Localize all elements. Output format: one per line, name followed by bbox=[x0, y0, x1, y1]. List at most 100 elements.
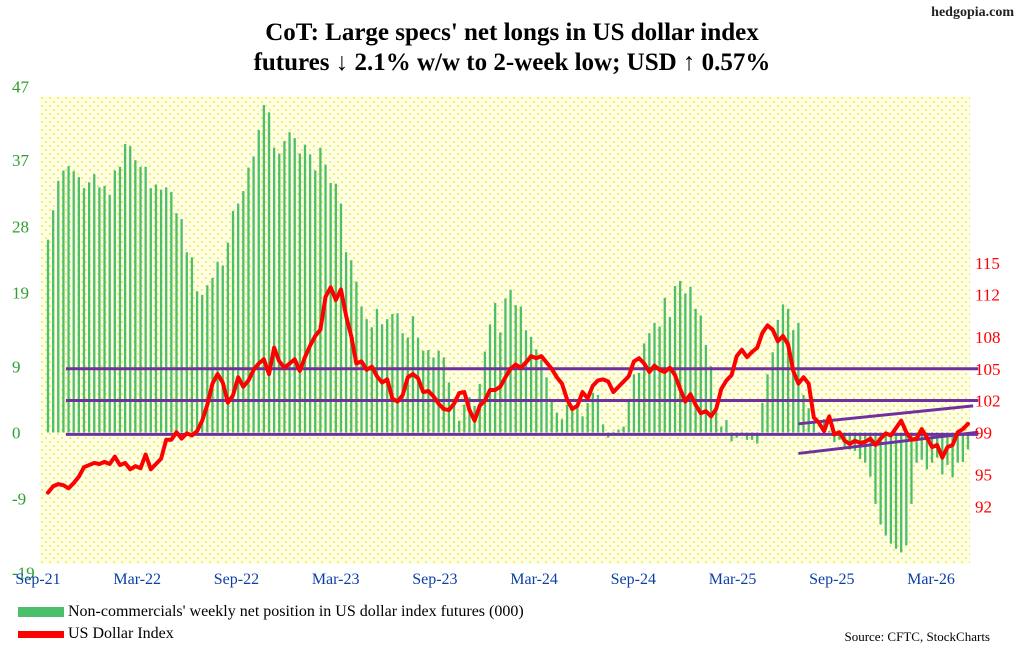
net-position-bar bbox=[458, 420, 461, 433]
net-position-bar bbox=[452, 401, 456, 433]
net-position-bar bbox=[745, 432, 749, 440]
net-position-bar bbox=[267, 112, 271, 433]
net-position-bar bbox=[375, 308, 379, 433]
net-position-bar bbox=[303, 144, 307, 433]
net-position-bar bbox=[920, 432, 923, 460]
net-position-bar bbox=[509, 289, 512, 433]
net-position-bar bbox=[617, 429, 620, 433]
net-position-bar bbox=[206, 285, 209, 433]
net-position-bar bbox=[365, 319, 368, 433]
net-position-bar bbox=[756, 432, 759, 444]
net-position-bar bbox=[344, 252, 348, 433]
right-axis-tick-label: 102 bbox=[975, 392, 1001, 411]
net-position-bar bbox=[555, 412, 558, 433]
net-position-bar bbox=[900, 432, 903, 553]
net-position-bar bbox=[339, 203, 343, 433]
net-position-bar bbox=[113, 170, 116, 433]
net-position-bar bbox=[925, 432, 929, 470]
right-axis-tick-label: 99 bbox=[975, 423, 992, 442]
net-position-bar bbox=[57, 180, 60, 433]
net-position-bar bbox=[586, 403, 589, 433]
net-position-bar bbox=[550, 400, 553, 433]
right-axis-tick-label: 92 bbox=[975, 497, 992, 516]
net-position-bar bbox=[288, 132, 291, 433]
x-axis-tick-label: Mar-25 bbox=[709, 571, 757, 588]
net-position-bar bbox=[87, 182, 91, 433]
left-axis-tick-label: 37 bbox=[12, 151, 30, 170]
net-position-bar bbox=[812, 422, 815, 433]
net-position-bar bbox=[653, 322, 656, 433]
net-position-bar bbox=[966, 432, 970, 450]
line-series bbox=[46, 285, 970, 495]
net-position-bar bbox=[499, 332, 502, 433]
net-position-bar bbox=[221, 265, 224, 433]
net-position-bar bbox=[699, 315, 702, 433]
net-position-bar bbox=[679, 280, 682, 433]
net-position-bar bbox=[314, 170, 317, 433]
net-position-bar bbox=[632, 374, 636, 433]
net-position-bar bbox=[401, 333, 404, 433]
left-axis-tick-label: 19 bbox=[12, 284, 29, 303]
net-position-bar bbox=[864, 432, 867, 463]
x-axis-tick-label: Mar-26 bbox=[907, 571, 955, 588]
x-axis-tick-label: Sep-24 bbox=[611, 571, 656, 588]
net-position-bar bbox=[591, 392, 594, 433]
net-position-bar bbox=[848, 432, 851, 450]
net-position-bar bbox=[612, 431, 615, 433]
net-position-bar bbox=[637, 372, 641, 433]
net-position-bar bbox=[828, 431, 831, 433]
net-position-bar bbox=[370, 327, 373, 433]
net-position-bar bbox=[51, 210, 55, 433]
net-position-bar bbox=[704, 344, 708, 433]
net-position-bar bbox=[154, 184, 158, 433]
net-position-bar bbox=[170, 191, 173, 433]
net-position-bar bbox=[720, 426, 723, 433]
net-position-bar bbox=[786, 308, 790, 433]
net-position-bar bbox=[139, 166, 142, 433]
net-position-bar bbox=[663, 297, 666, 433]
net-position-bar bbox=[648, 333, 651, 433]
net-position-bar bbox=[329, 183, 332, 433]
net-position-bar bbox=[951, 432, 954, 478]
net-position-bar bbox=[545, 377, 548, 433]
net-position-bar bbox=[643, 343, 646, 433]
net-position-bar bbox=[334, 183, 337, 433]
chart-title-line-1: CoT: Large specs' net longs in US dollar… bbox=[265, 19, 759, 46]
net-position-bar bbox=[668, 316, 672, 433]
net-position-bar bbox=[149, 188, 152, 433]
net-position-bar bbox=[807, 408, 810, 433]
net-position-bar bbox=[185, 252, 188, 433]
net-position-bar bbox=[463, 404, 466, 433]
net-position-bar bbox=[77, 177, 80, 433]
net-position-bar bbox=[540, 359, 543, 433]
net-position-bar bbox=[740, 431, 743, 433]
x-axis-tick-label: Mar-22 bbox=[113, 571, 161, 588]
net-position-bar bbox=[144, 166, 147, 433]
net-position-bar bbox=[684, 293, 687, 433]
net-position-bar bbox=[869, 432, 872, 477]
net-position-bar bbox=[237, 203, 240, 433]
net-position-bar bbox=[468, 397, 471, 433]
net-position-bar bbox=[386, 319, 389, 433]
net-position-bar bbox=[529, 336, 533, 433]
legend-bars-label: Non-commercials' weekly net position in … bbox=[68, 603, 524, 620]
net-position-bar bbox=[129, 146, 132, 433]
left-axis: 47 37 28 19 9 0 -9 -19 bbox=[12, 78, 35, 583]
x-axis: Sep-21 Mar-22 Sep-22 Mar-23 Sep-23 Mar-24 Sep-… bbox=[15, 571, 955, 588]
net-position-bar bbox=[894, 432, 898, 549]
net-position-bar bbox=[771, 352, 774, 433]
net-position-bar bbox=[838, 432, 841, 440]
net-position-bar bbox=[416, 337, 420, 433]
left-axis-tick-label: 0 bbox=[12, 424, 21, 443]
net-position-bar bbox=[571, 408, 574, 433]
net-position-bar bbox=[565, 404, 569, 433]
net-position-bar bbox=[98, 187, 101, 433]
net-position-bar bbox=[601, 424, 605, 433]
net-position-bar bbox=[273, 147, 276, 433]
net-position-bar bbox=[201, 294, 204, 433]
right-axis-tick-label: 105 bbox=[975, 360, 1001, 379]
net-position-bar bbox=[576, 406, 579, 433]
legend-line-label: US Dollar Index bbox=[68, 625, 174, 642]
net-position-bar bbox=[93, 174, 96, 433]
